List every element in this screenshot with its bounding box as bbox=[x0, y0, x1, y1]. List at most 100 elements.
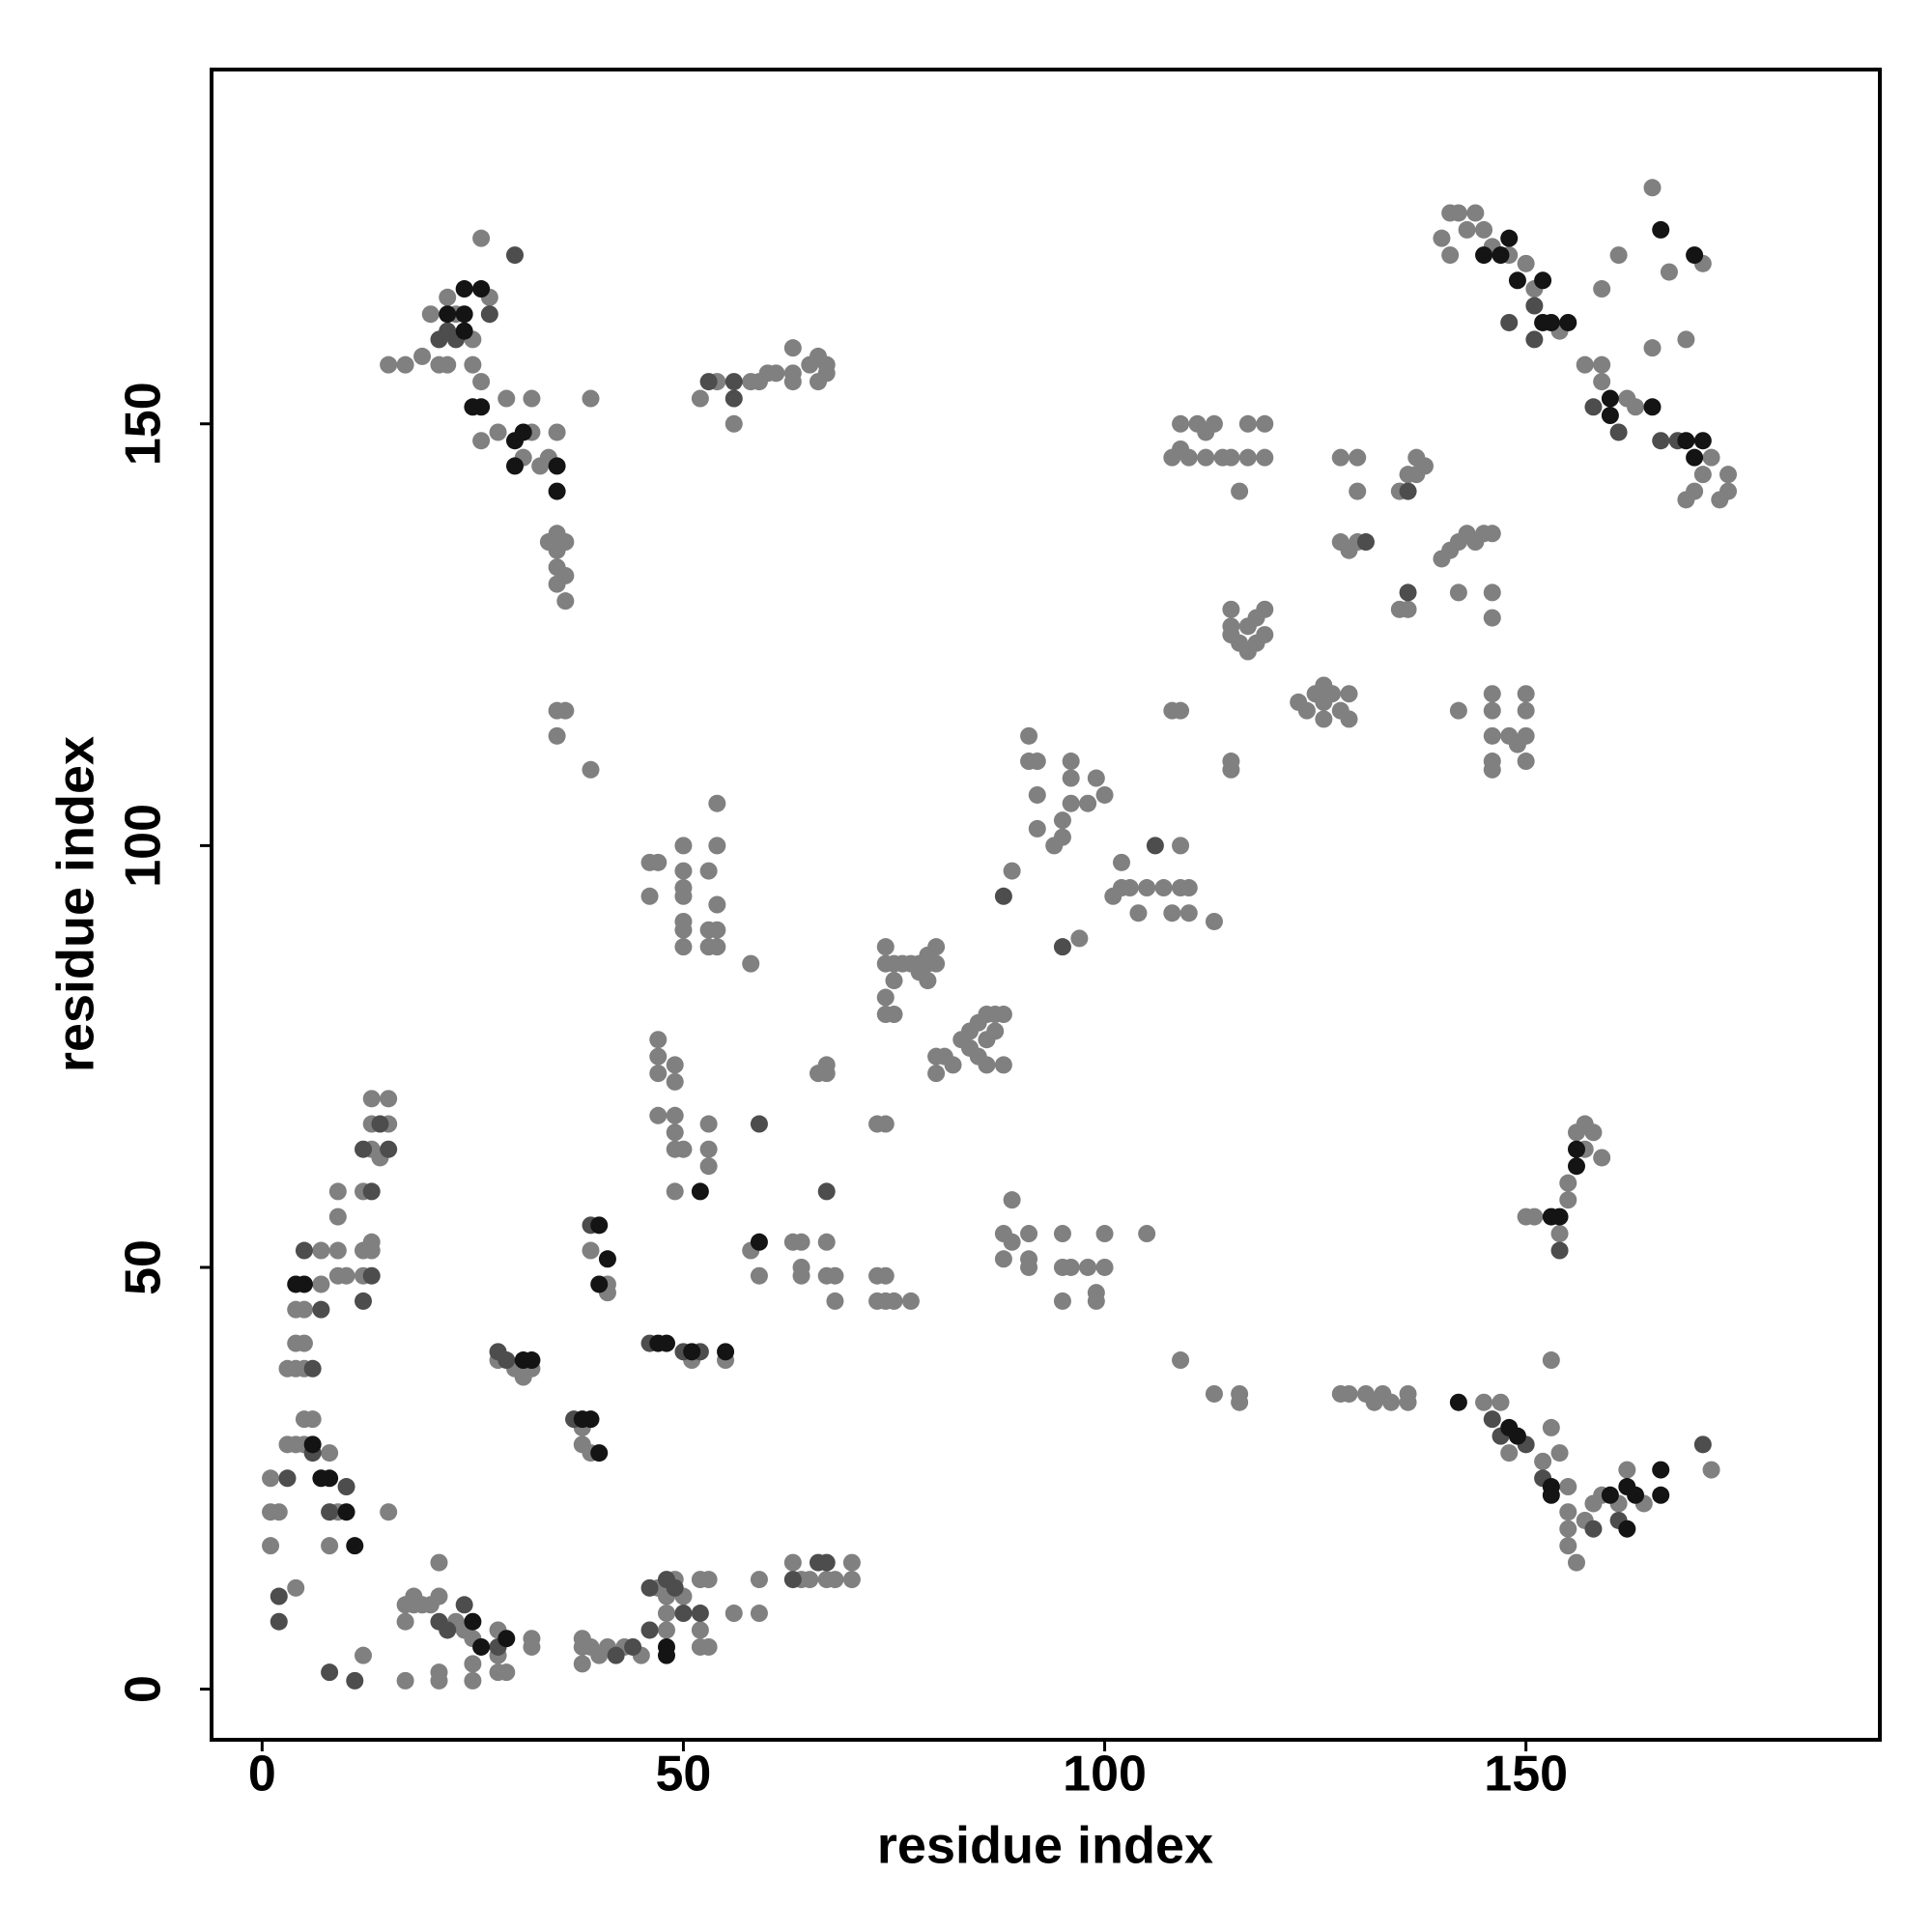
contact-point bbox=[876, 988, 895, 1007]
contact-point bbox=[986, 1022, 1005, 1040]
contact-point bbox=[1643, 179, 1662, 197]
contact-point bbox=[699, 1637, 718, 1656]
contact-point bbox=[640, 887, 659, 905]
contact-point bbox=[1399, 482, 1417, 500]
contact-point bbox=[598, 1250, 616, 1268]
contact-point bbox=[1449, 701, 1467, 720]
contact-point bbox=[658, 1621, 675, 1639]
contact-point bbox=[396, 1671, 414, 1690]
contact-point bbox=[337, 1478, 355, 1496]
contact-point bbox=[708, 837, 726, 855]
contact-point bbox=[430, 1587, 448, 1605]
contact-point bbox=[1702, 448, 1720, 467]
contact-point bbox=[413, 347, 432, 365]
contact-point bbox=[303, 1359, 322, 1378]
contact-point bbox=[1053, 938, 1071, 956]
contact-point bbox=[1584, 1123, 1603, 1142]
contact-point bbox=[295, 1334, 313, 1352]
contact-point bbox=[783, 339, 802, 357]
contact-point bbox=[1525, 297, 1544, 315]
contact-point bbox=[885, 1006, 903, 1024]
contact-point bbox=[489, 423, 507, 441]
contact-point bbox=[1205, 414, 1223, 433]
contact-point bbox=[1576, 355, 1594, 374]
contact-point bbox=[1197, 448, 1215, 467]
contact-point bbox=[380, 1503, 398, 1521]
contact-point bbox=[1517, 685, 1535, 703]
contact-point bbox=[978, 1006, 996, 1024]
contact-point bbox=[1534, 271, 1552, 290]
contact-point bbox=[944, 1056, 962, 1074]
contact-point bbox=[1559, 1174, 1577, 1192]
contact-point bbox=[1542, 1418, 1560, 1436]
contact-point bbox=[691, 1182, 709, 1201]
contact-point bbox=[1205, 1384, 1223, 1403]
contact-point bbox=[396, 355, 414, 374]
contact-point bbox=[649, 1065, 668, 1083]
contact-point bbox=[1070, 929, 1089, 948]
contact-point bbox=[1053, 811, 1071, 830]
contact-point bbox=[1601, 389, 1619, 408]
contact-point bbox=[1315, 710, 1333, 728]
contact-point bbox=[355, 1292, 372, 1310]
contact-point bbox=[826, 1292, 844, 1310]
contact-point bbox=[1559, 1478, 1577, 1496]
contact-point bbox=[1693, 432, 1712, 450]
contact-point bbox=[658, 1637, 675, 1656]
contact-point bbox=[1382, 1393, 1401, 1411]
contact-point bbox=[464, 1671, 482, 1690]
contact-point bbox=[1053, 1292, 1071, 1310]
contact-point bbox=[750, 1605, 768, 1623]
contact-point bbox=[464, 398, 482, 416]
contact-point bbox=[582, 760, 600, 779]
contact-point bbox=[455, 280, 473, 298]
contact-point bbox=[750, 1571, 768, 1589]
contact-point bbox=[1483, 525, 1501, 543]
contact-point bbox=[1677, 330, 1695, 349]
contact-point bbox=[321, 1469, 339, 1488]
contact-point bbox=[497, 389, 516, 408]
contact-point bbox=[337, 1266, 355, 1285]
contact-point bbox=[783, 1571, 802, 1589]
contact-point bbox=[262, 1537, 280, 1555]
contact-point bbox=[674, 837, 693, 855]
contact-point bbox=[810, 373, 827, 391]
contact-point bbox=[1559, 1520, 1577, 1538]
contact-point bbox=[1407, 466, 1426, 484]
contact-point bbox=[1458, 220, 1476, 239]
contact-point bbox=[1062, 769, 1080, 787]
contact-point bbox=[699, 1157, 718, 1176]
contact-point bbox=[927, 954, 946, 973]
contact-point bbox=[783, 373, 802, 391]
contact-point bbox=[1508, 271, 1526, 290]
contact-point bbox=[674, 1605, 693, 1623]
contact-point bbox=[337, 1503, 355, 1521]
contact-point bbox=[489, 1663, 507, 1682]
contact-point bbox=[1609, 246, 1628, 265]
contact-point bbox=[1449, 583, 1467, 602]
contact-point bbox=[750, 1233, 768, 1251]
contact-point bbox=[1652, 432, 1670, 450]
contact-point bbox=[640, 1578, 659, 1597]
contact-point bbox=[1618, 1520, 1636, 1538]
contact-point bbox=[1593, 280, 1611, 298]
contact-point bbox=[1079, 1258, 1097, 1276]
contact-point bbox=[464, 1612, 482, 1631]
contact-point bbox=[328, 1241, 347, 1260]
contact-point bbox=[1534, 1452, 1552, 1470]
contact-point bbox=[792, 1266, 810, 1285]
contact-point bbox=[1500, 229, 1519, 247]
contact-point bbox=[1601, 1486, 1619, 1504]
contact-point bbox=[1399, 583, 1417, 602]
contact-point bbox=[1331, 448, 1350, 467]
contact-point bbox=[1238, 448, 1257, 467]
contact-point bbox=[666, 1056, 684, 1074]
contact-point bbox=[1550, 1208, 1569, 1226]
contact-point bbox=[362, 1233, 381, 1251]
contact-point bbox=[674, 862, 693, 880]
contact-point bbox=[1483, 1410, 1501, 1429]
contact-point bbox=[1129, 904, 1148, 923]
contact-point bbox=[1517, 753, 1535, 771]
contact-point bbox=[826, 1266, 844, 1285]
contact-point bbox=[346, 1537, 364, 1555]
